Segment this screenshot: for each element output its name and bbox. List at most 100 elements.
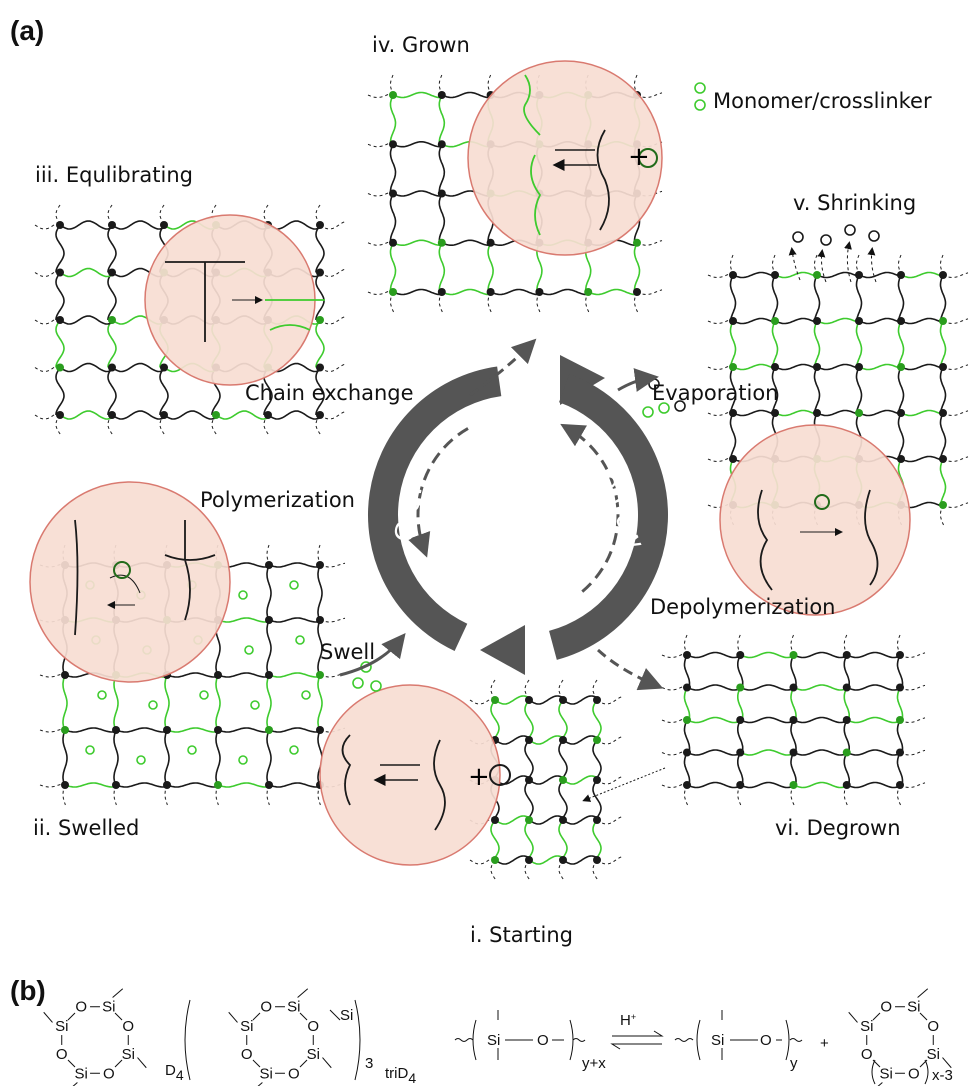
process-label: Chain exchange bbox=[245, 381, 414, 405]
crosslink bbox=[160, 411, 168, 419]
crosslink bbox=[265, 726, 273, 734]
strand bbox=[563, 856, 597, 864]
crosslink bbox=[736, 716, 744, 724]
crosslink bbox=[389, 140, 397, 148]
crosslink bbox=[855, 363, 863, 371]
strand bbox=[899, 413, 904, 459]
crosslink bbox=[438, 288, 446, 296]
strand bbox=[731, 275, 736, 321]
crosslink bbox=[559, 816, 567, 824]
crosslink bbox=[790, 716, 798, 724]
crosslink bbox=[56, 269, 64, 277]
strand bbox=[495, 856, 529, 864]
strand bbox=[775, 411, 817, 416]
strand bbox=[593, 740, 601, 780]
methyl bbox=[298, 989, 308, 998]
crosslink bbox=[214, 781, 222, 789]
crosslink bbox=[584, 288, 592, 296]
crosslink bbox=[683, 749, 691, 757]
strand bbox=[844, 655, 849, 688]
crosslink bbox=[683, 716, 691, 724]
process-label: Swell bbox=[320, 640, 375, 664]
crosslink bbox=[939, 271, 947, 279]
strand bbox=[844, 720, 849, 753]
atom: Si bbox=[907, 999, 920, 1016]
methyl bbox=[44, 1012, 53, 1022]
strand bbox=[941, 321, 946, 367]
strand bbox=[898, 688, 903, 721]
crosslink bbox=[525, 856, 533, 864]
strand bbox=[738, 655, 743, 688]
atom: Si bbox=[75, 1065, 88, 1082]
strand bbox=[167, 728, 218, 732]
plus: + bbox=[628, 142, 650, 172]
strand bbox=[316, 273, 324, 321]
crosslink bbox=[108, 411, 116, 419]
strand bbox=[218, 728, 269, 732]
crosslink bbox=[491, 816, 499, 824]
crosslink bbox=[525, 696, 533, 704]
strand bbox=[733, 273, 775, 278]
atom: Si bbox=[340, 1007, 353, 1024]
strand bbox=[815, 321, 820, 367]
crosslink bbox=[843, 749, 851, 757]
strand bbox=[901, 319, 943, 324]
crosslink bbox=[897, 317, 905, 325]
atom: Si bbox=[55, 1018, 68, 1035]
strand bbox=[488, 243, 493, 292]
strand bbox=[899, 275, 904, 321]
monomer bbox=[695, 100, 705, 110]
catalyst: H+ bbox=[620, 1012, 636, 1029]
atom: O bbox=[908, 1065, 920, 1082]
strand bbox=[116, 783, 167, 787]
crosslink bbox=[939, 317, 947, 325]
stage-label: vi. Degrown bbox=[775, 816, 901, 840]
process-label: Depolymerization bbox=[650, 595, 836, 619]
crosslink bbox=[389, 288, 397, 296]
bond bbox=[253, 1013, 260, 1020]
atom: O bbox=[103, 1065, 115, 1082]
strand bbox=[108, 225, 116, 273]
crosslink bbox=[112, 781, 120, 789]
strand bbox=[112, 221, 164, 229]
crosslink bbox=[939, 501, 947, 509]
crosslink bbox=[897, 363, 905, 371]
strand bbox=[491, 820, 499, 860]
compound-name: D4 bbox=[165, 1062, 184, 1083]
strand bbox=[685, 688, 690, 721]
crosslink bbox=[897, 455, 905, 463]
strand bbox=[847, 685, 900, 690]
crosslink bbox=[316, 221, 324, 229]
strand bbox=[114, 675, 118, 730]
crosslink bbox=[160, 364, 168, 372]
strand bbox=[439, 243, 444, 292]
monomer bbox=[643, 407, 653, 417]
strand bbox=[439, 194, 444, 243]
crosslink bbox=[896, 684, 904, 692]
strand bbox=[167, 783, 218, 787]
crosslink bbox=[683, 781, 691, 789]
monomer bbox=[793, 232, 803, 242]
crosslink bbox=[790, 651, 798, 659]
strand bbox=[60, 411, 112, 419]
crosslink bbox=[214, 671, 222, 679]
stage-label: iii. Equlibrating bbox=[35, 163, 193, 187]
strand bbox=[847, 750, 900, 755]
crosslink bbox=[855, 409, 863, 417]
crosslink bbox=[813, 409, 821, 417]
strand bbox=[593, 820, 601, 860]
strand bbox=[491, 700, 499, 740]
strand bbox=[393, 191, 442, 196]
strand bbox=[529, 816, 563, 824]
strand bbox=[393, 93, 442, 98]
strand bbox=[269, 728, 320, 732]
crosslink bbox=[729, 363, 737, 371]
strand bbox=[740, 750, 793, 755]
strand bbox=[773, 275, 778, 321]
strand bbox=[738, 720, 743, 753]
strand bbox=[60, 364, 112, 372]
strand bbox=[731, 321, 736, 367]
crosslink bbox=[896, 749, 904, 757]
monomer bbox=[149, 701, 157, 709]
strand bbox=[269, 618, 320, 622]
